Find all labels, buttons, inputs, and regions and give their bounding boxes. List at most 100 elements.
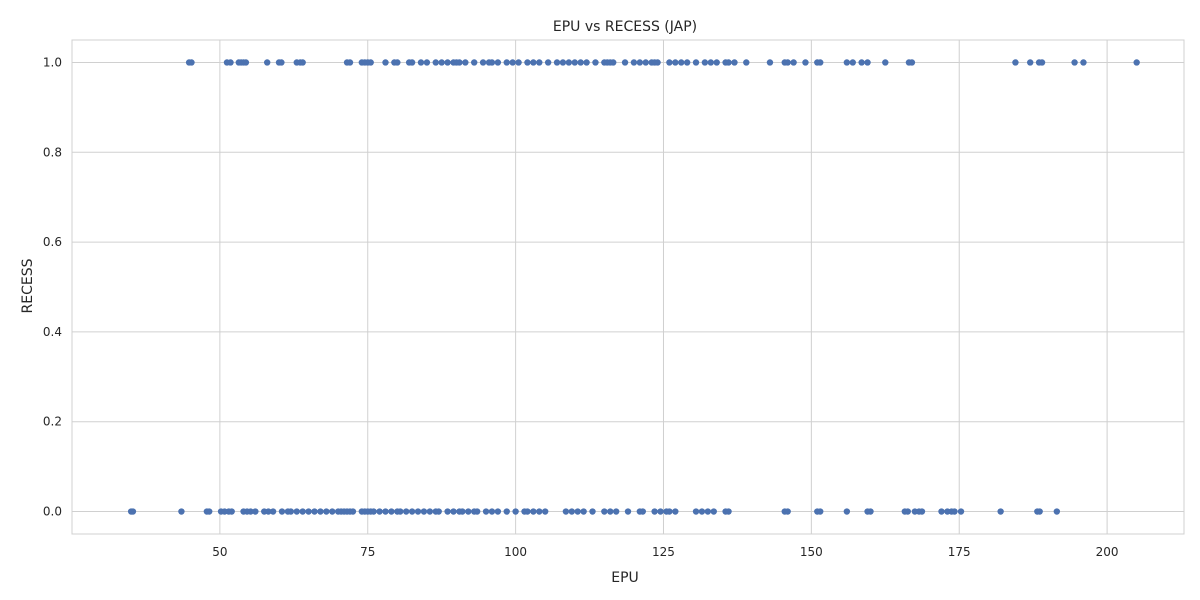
- scatter-point: [568, 508, 576, 515]
- scatter-point: [654, 59, 661, 66]
- scatter-point: [565, 59, 573, 66]
- scatter-point: [589, 508, 596, 515]
- scatter-point: [704, 508, 712, 515]
- x-axis-label: EPU: [611, 570, 639, 586]
- scatter-point: [423, 59, 431, 66]
- scatter-point: [636, 59, 644, 66]
- scatter-point: [624, 508, 632, 515]
- scatter-point: [592, 59, 599, 66]
- scatter-point: [287, 508, 295, 515]
- y-tick-label: 0.6: [43, 235, 62, 249]
- scatter-point: [293, 508, 300, 515]
- scatter-point: [683, 59, 691, 66]
- scatter-point: [188, 59, 195, 66]
- scatter-point: [346, 59, 354, 66]
- scatter-point: [450, 508, 457, 515]
- scatter-point: [867, 508, 874, 515]
- y-tick-label: 0.4: [43, 325, 62, 339]
- scatter-point: [329, 508, 336, 515]
- x-tick-label: 175: [948, 545, 971, 559]
- scatter-point: [559, 59, 567, 66]
- scatter-point: [908, 59, 916, 66]
- scatter-point: [482, 508, 490, 515]
- scatter-point: [1027, 59, 1034, 66]
- scatter-point: [784, 508, 791, 515]
- scatter-point: [459, 508, 466, 515]
- scatter-point: [494, 508, 502, 515]
- scatter-point: [577, 59, 584, 66]
- scatter-point: [524, 508, 531, 515]
- scatter-point: [515, 59, 522, 66]
- scatter-point: [402, 508, 410, 515]
- scatter-point: [265, 508, 272, 515]
- scatter-point: [918, 508, 926, 515]
- scatter-point: [488, 59, 496, 66]
- scatter-point: [938, 508, 945, 515]
- scatter-point: [349, 508, 357, 515]
- scatter-point: [725, 59, 732, 66]
- scatter-point: [278, 59, 285, 66]
- scatter-point: [580, 508, 587, 515]
- scatter-point: [657, 508, 664, 515]
- scatter-point: [397, 508, 404, 515]
- scatter-point: [394, 59, 401, 66]
- scatter-point: [278, 508, 286, 515]
- scatter-point: [642, 59, 649, 66]
- scatter-point: [802, 59, 809, 66]
- scatter-point: [536, 508, 543, 515]
- scatter-point: [471, 59, 478, 66]
- scatter-point: [444, 508, 451, 515]
- scatter-point: [574, 508, 581, 515]
- scatter-point: [1071, 59, 1078, 66]
- scatter-point: [465, 508, 472, 515]
- scatter-point: [206, 508, 213, 515]
- scatter-point: [817, 508, 824, 515]
- scatter-point: [731, 59, 738, 66]
- scatter-point: [678, 59, 685, 66]
- scatter-point: [1036, 508, 1043, 515]
- scatter-point: [562, 508, 570, 515]
- x-tick-label: 50: [212, 545, 227, 559]
- scatter-point: [367, 59, 374, 66]
- y-tick-label: 1.0: [43, 55, 62, 69]
- scatter-point: [228, 508, 235, 515]
- scatter-point: [601, 508, 608, 515]
- scatter-point: [766, 59, 774, 66]
- scatter-point: [323, 508, 330, 515]
- scatter-point: [444, 59, 451, 66]
- scatter-point: [494, 59, 502, 66]
- x-tick-label: 100: [504, 545, 527, 559]
- scatter-point: [438, 59, 445, 66]
- scatter-point: [692, 59, 700, 66]
- scatter-point: [370, 508, 377, 515]
- scatter-point: [456, 59, 463, 66]
- scatter-point: [414, 508, 422, 515]
- scatter-point: [503, 59, 510, 66]
- scatter-point: [843, 508, 851, 515]
- plot-frame: [71, 39, 1185, 535]
- scatter-point: [957, 508, 965, 515]
- x-tick-label: 150: [800, 545, 823, 559]
- scatter-point: [553, 59, 561, 66]
- scatter-point: [544, 59, 552, 66]
- scatter-point: [242, 59, 250, 66]
- scatter-point: [536, 59, 543, 66]
- scatter-point: [858, 59, 865, 66]
- scatter-point: [305, 508, 312, 515]
- scatter-point: [408, 508, 416, 515]
- scatter-point: [843, 59, 851, 66]
- scatter-point: [1038, 59, 1046, 66]
- scatter-point: [666, 508, 673, 515]
- scatter-point: [382, 59, 389, 66]
- x-tick-label: 125: [652, 545, 675, 559]
- scatter-point: [263, 59, 271, 66]
- scatter-point: [997, 508, 1004, 515]
- x-tick-label: 75: [360, 545, 375, 559]
- scatter-point: [432, 59, 439, 66]
- scatter-point: [227, 59, 234, 66]
- scatter-point: [317, 508, 324, 515]
- scatter-point: [817, 59, 824, 66]
- scatter-point: [639, 508, 646, 515]
- scatter-point: [530, 508, 537, 515]
